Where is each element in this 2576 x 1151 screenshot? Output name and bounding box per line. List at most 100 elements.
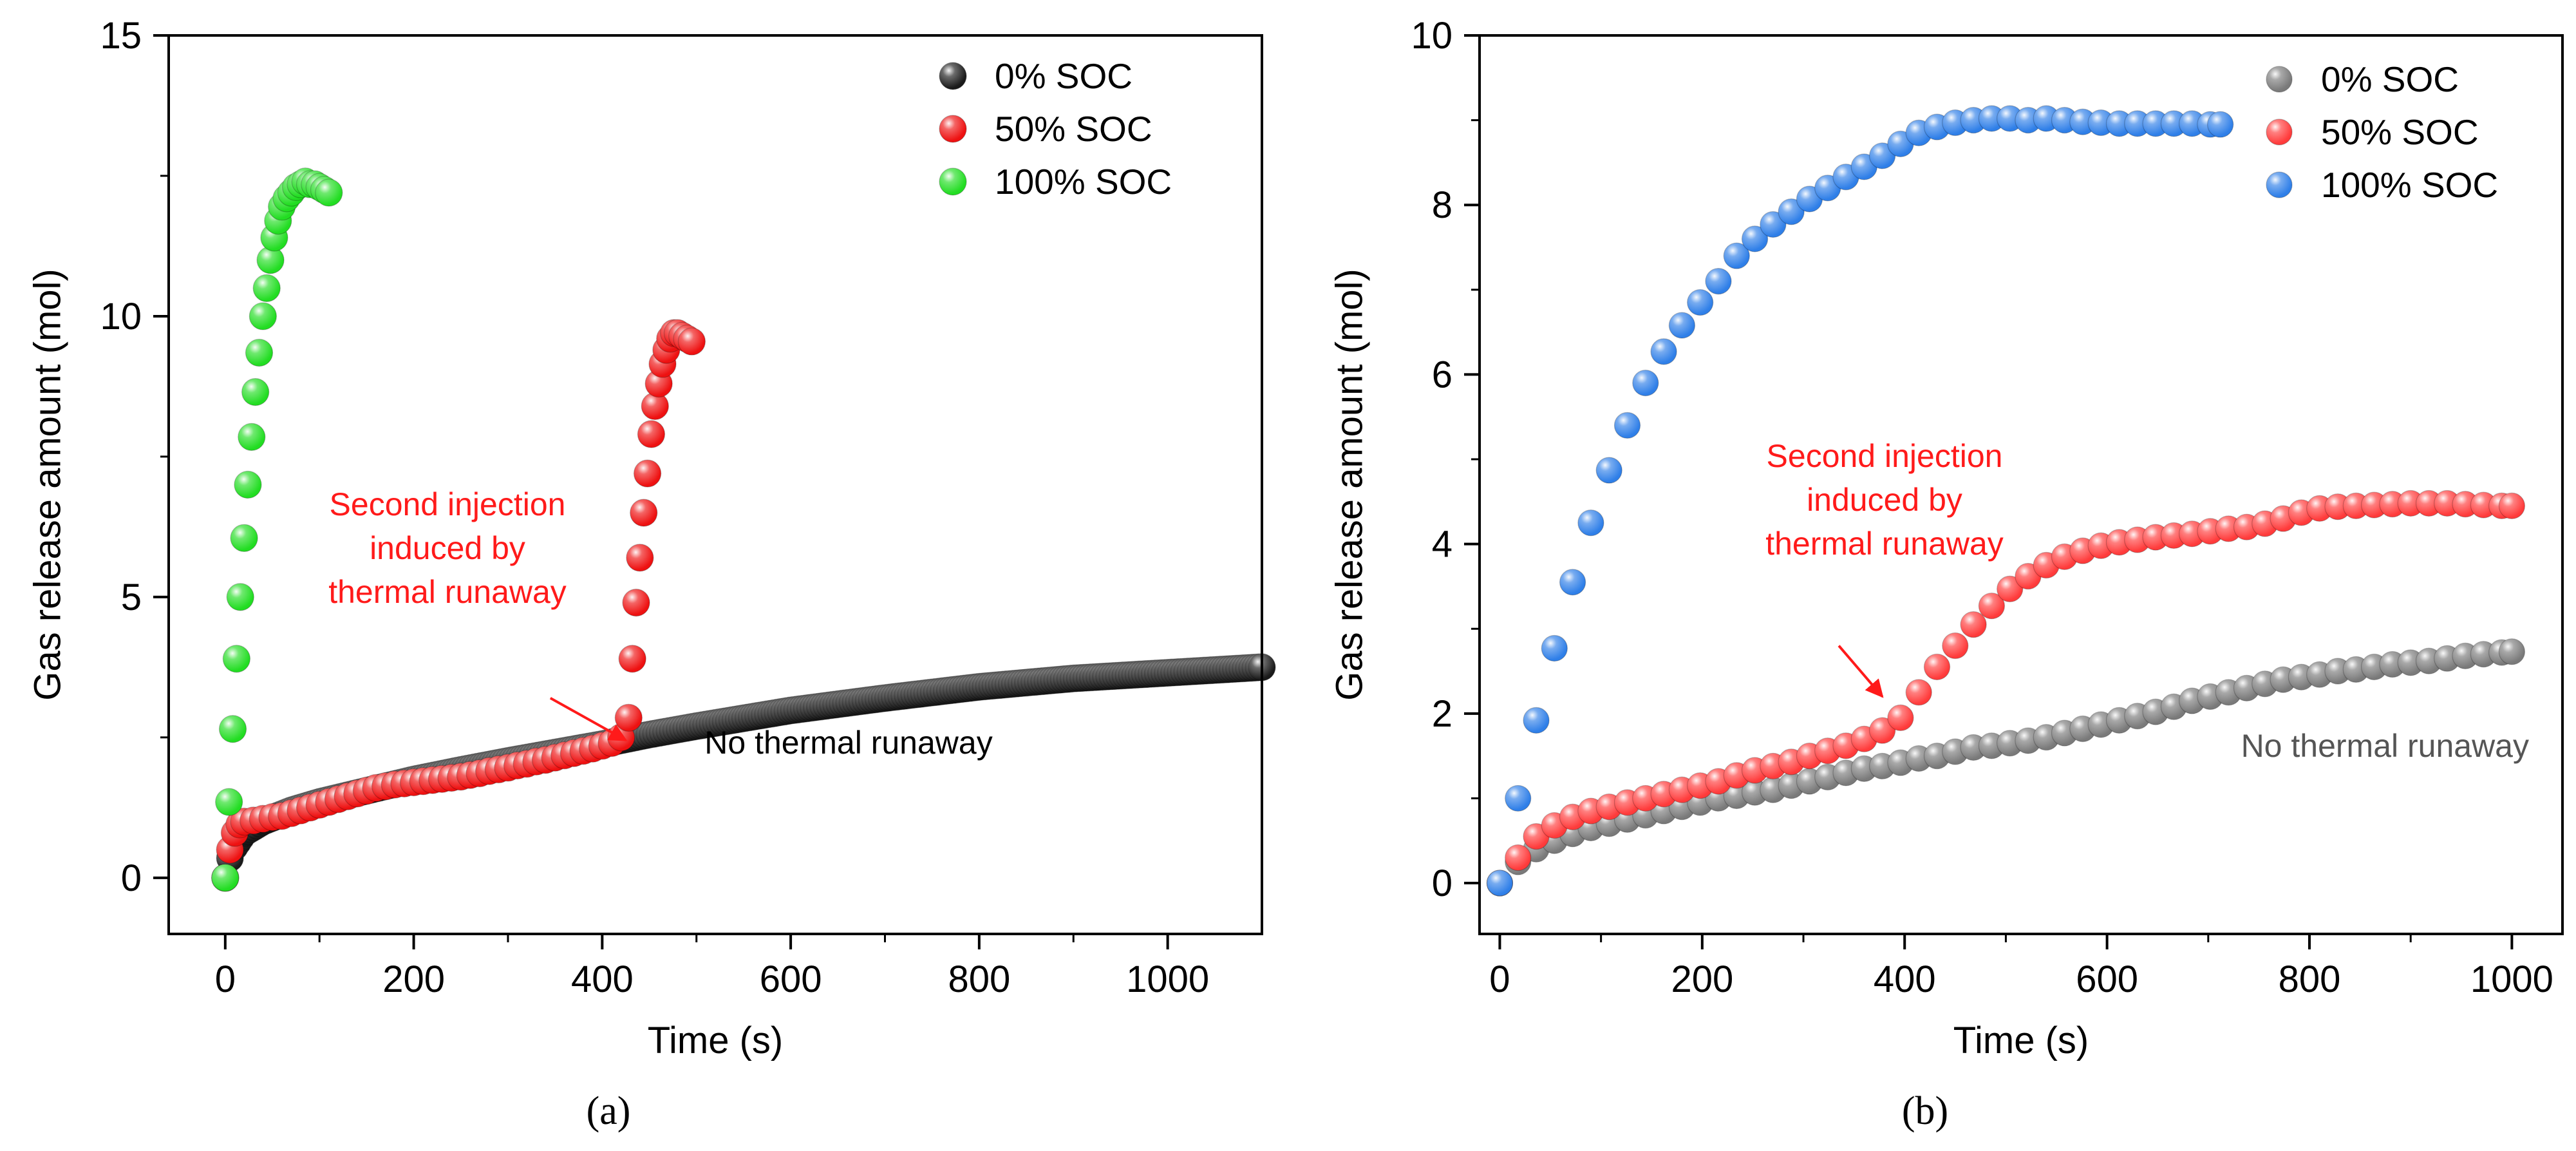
data-point-highlight (634, 460, 661, 488)
data-point-highlight (1559, 569, 1586, 595)
series-100-soc (211, 167, 343, 892)
legend-marker-highlight (2266, 66, 2292, 92)
data-point-highlight (678, 328, 706, 356)
data-point-highlight (2398, 490, 2424, 517)
data-point-highlight (1596, 457, 1622, 484)
legend-label: 0% SOC (995, 56, 1133, 96)
data-point-highlight (315, 179, 343, 207)
y-tick-label: 15 (100, 15, 142, 57)
annotation-arrow (1838, 645, 1884, 698)
y-axis-title: Gas release amount (mol) (1328, 269, 1370, 700)
y-tick-label: 10 (1411, 15, 1453, 57)
x-tick-label: 200 (1671, 958, 1733, 1000)
x-axis-title: Time (s) (1953, 1020, 2089, 1061)
y-tick-label: 6 (1432, 354, 1453, 395)
data-point-highlight (2124, 110, 2150, 137)
data-point-highlight (1577, 509, 1604, 536)
axes: 0 200 400 600 800 1000 0 5 10 15 (100, 15, 1263, 1000)
data-point-highlight (2343, 493, 2369, 519)
series-50-soc (1486, 490, 2526, 897)
annotation-text: Second injection (330, 486, 566, 522)
x-tick-label: 1000 (2470, 958, 2553, 1000)
data-point-highlight (1614, 412, 1641, 439)
y-tick-label: 10 (100, 296, 142, 338)
x-tick-label: 600 (2076, 958, 2138, 1000)
series-100-soc (1486, 105, 2234, 897)
annotation-text: induced by (1807, 482, 1962, 518)
data-point-highlight (2361, 492, 2387, 518)
data-point-highlight (626, 544, 653, 571)
axes-frame (1478, 34, 2564, 935)
legend-label: 50% SOC (2321, 112, 2479, 152)
legend-marker-highlight (2266, 172, 2292, 198)
data-point-highlight (238, 423, 265, 451)
data-point-highlight (230, 524, 258, 552)
data-point-highlight (215, 788, 243, 816)
x-tick-label: 400 (571, 958, 634, 1000)
data-point-highlight (245, 339, 273, 366)
data-point-highlight (1778, 198, 1805, 225)
data-point-highlight (1760, 211, 1786, 238)
data-point-highlight (227, 583, 254, 611)
data-point-highlight (1651, 338, 1677, 365)
data-point-highlight (2106, 110, 2132, 137)
data-point-highlight (2088, 109, 2114, 136)
x-axis-title: Time (s) (648, 1020, 783, 1061)
x-tick-label: 600 (760, 958, 822, 1000)
data-point-highlight (241, 378, 269, 406)
annotation-text: No thermal runaway (2241, 728, 2529, 764)
data-point-highlight (1924, 654, 1950, 680)
data-point-highlight (1505, 785, 1531, 812)
panel-label-a: (a) (587, 1089, 631, 1133)
data-point-highlight (257, 246, 285, 274)
data-point-highlight (1541, 635, 1568, 661)
x-tick-label: 200 (382, 958, 445, 1000)
data-point-highlight (1997, 576, 2023, 602)
data-point-highlight (1979, 105, 2005, 131)
annotations: Second injection induced by thermal runawa… (328, 486, 993, 761)
series-0-soc (211, 653, 1276, 892)
plot-area (1486, 105, 2526, 897)
annotation-text: Second injection (1767, 438, 2003, 474)
data-point-highlight (1979, 593, 2005, 619)
panel-label-b: (b) (1902, 1089, 1948, 1133)
data-point-highlight (2379, 491, 2405, 517)
data-point-highlight (1869, 142, 1895, 169)
data-point-highlight (1669, 312, 1695, 339)
y-tick-label: 0 (121, 857, 142, 899)
x-tick-label: 800 (948, 958, 1010, 1000)
data-point-highlight (2325, 493, 2351, 520)
data-point-highlight (2416, 490, 2442, 517)
series-0-soc (1486, 638, 2526, 897)
data-point-highlight (234, 471, 261, 499)
data-point-highlight (2499, 638, 2525, 665)
data-point-highlight (1487, 870, 1513, 897)
data-point-highlight (1632, 370, 1659, 396)
legend-marker-highlight (939, 115, 966, 142)
data-point-highlight (615, 704, 643, 732)
legend-marker-highlight (2266, 119, 2292, 145)
legend-label: 100% SOC (2321, 165, 2498, 205)
data-point-highlight (1887, 705, 1913, 731)
data-point-highlight (1869, 718, 1895, 744)
data-point-highlight (1742, 225, 1768, 252)
data-point-highlight (1906, 679, 1932, 705)
y-tick-label: 5 (121, 576, 142, 618)
data-point-highlight (623, 589, 650, 616)
data-point-highlight (2179, 110, 2205, 137)
data-point-highlight (619, 645, 646, 672)
x-tick-label: 400 (1874, 958, 1936, 1000)
data-point-highlight (1960, 611, 1987, 638)
data-point-highlight (637, 421, 665, 448)
data-point-highlight (253, 274, 281, 302)
y-tick-label: 4 (1432, 524, 1453, 566)
y-tick-label: 2 (1432, 693, 1453, 735)
data-point-highlight (249, 302, 277, 330)
x-tick-label: 0 (215, 958, 236, 1000)
data-point-highlight (1724, 243, 1750, 269)
y-tick-label: 0 (1432, 862, 1453, 904)
data-point-highlight (2207, 111, 2233, 138)
axes: 0 200 400 600 800 1000 0 2 4 6 8 10 (1411, 15, 2564, 1000)
plot-area (211, 167, 1276, 892)
